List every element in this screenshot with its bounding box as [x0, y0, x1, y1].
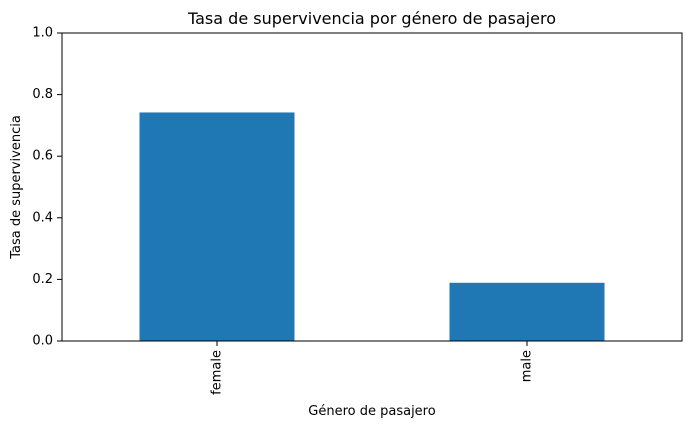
x-axis: female male	[210, 341, 535, 395]
x-tick-label-male: male	[520, 350, 535, 382]
y-tick-label-0.2: 0.2	[32, 272, 53, 287]
bar-male	[449, 282, 605, 341]
y-tick-label-0.0: 0.0	[32, 334, 53, 349]
bar-female	[139, 112, 295, 342]
y-axis-label: Tasa de supervivencia	[9, 115, 24, 260]
plot-frame	[61, 32, 683, 342]
y-tick-label-1.0: 1.0	[32, 26, 53, 41]
bars-group	[139, 112, 605, 342]
y-tick-label-0.6: 0.6	[32, 149, 53, 164]
x-axis-label: Género de pasajero	[308, 404, 435, 419]
x-tick-label-female: female	[210, 350, 225, 395]
y-tick-label-0.8: 0.8	[32, 87, 53, 102]
chart-title: Tasa de supervivencia por género de pasa…	[187, 9, 556, 28]
y-tick-label-0.4: 0.4	[32, 210, 53, 225]
y-axis: 0.0 0.2 0.4 0.6 0.8 1.0	[32, 26, 62, 349]
